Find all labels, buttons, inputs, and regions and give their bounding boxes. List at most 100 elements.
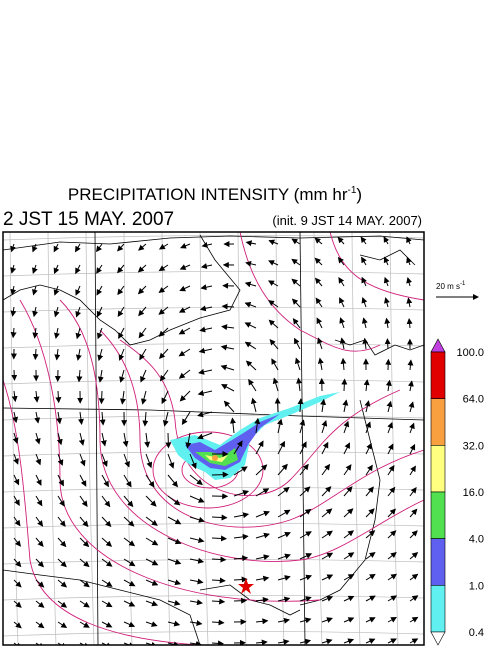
wind-arrow <box>277 399 278 412</box>
wind-arrow <box>410 531 417 538</box>
wind-arrow <box>36 412 38 423</box>
wind-arrow <box>342 338 344 349</box>
wind-arrow <box>249 380 256 391</box>
wind-arrow <box>102 538 111 546</box>
wind-arrow <box>80 559 89 567</box>
wind-arrow <box>410 574 418 580</box>
wind-arrow <box>222 347 234 349</box>
wind-arrow <box>76 265 80 273</box>
wind-arrow <box>269 320 278 328</box>
wind-arrow <box>316 298 322 307</box>
wind-arrow <box>14 475 19 485</box>
wind-arrow <box>344 553 354 559</box>
wind-arrow <box>97 286 102 295</box>
wind-arrow <box>139 265 146 272</box>
wind-arrow <box>246 283 256 286</box>
wind-arrow <box>13 307 14 316</box>
wind-arrow <box>410 381 412 391</box>
wind-arrow <box>300 576 311 580</box>
wind-arrow <box>12 244 15 251</box>
wind-arrow <box>168 433 169 448</box>
wind-arrow <box>58 559 66 567</box>
wind-arrow <box>366 553 375 559</box>
wind-arrow <box>300 532 311 538</box>
wind-arrow <box>362 258 366 266</box>
wind-arrow <box>278 510 290 517</box>
wind-arrow <box>322 618 332 622</box>
wind-arrow <box>58 538 66 546</box>
wind-arrow <box>344 596 354 601</box>
wind-arrow <box>410 639 417 643</box>
wind-arrow <box>212 622 224 623</box>
wind-arrow <box>182 412 190 424</box>
wind-arrow <box>168 496 180 505</box>
wind-arrow <box>388 553 396 559</box>
vector-key-text: 20 m s <box>436 282 460 291</box>
wind-arrow <box>190 517 204 521</box>
wind-arrow <box>159 328 168 336</box>
wind-arrow <box>278 488 289 497</box>
wind-arrow <box>256 556 269 559</box>
wind-arrow <box>33 244 36 252</box>
wind-arrow <box>36 538 43 546</box>
wind-arrow <box>278 533 290 538</box>
wind-arrow <box>190 580 203 582</box>
wind-arrow <box>300 619 311 622</box>
wind-arrow <box>256 642 267 643</box>
wind-arrow <box>247 242 256 244</box>
wind-arrow <box>34 307 36 316</box>
map-area <box>3 232 436 648</box>
wind-arrow <box>36 433 39 444</box>
wind-arrow <box>34 286 37 295</box>
wind-arrow <box>80 538 89 546</box>
wind-arrow <box>165 412 168 426</box>
wind-arrow <box>274 379 278 392</box>
wind-arrow <box>223 306 234 307</box>
wind-arrow <box>80 433 83 445</box>
wind-arrow <box>246 303 257 307</box>
colorbar-label: 1.0 <box>469 580 484 592</box>
wind-arrow <box>256 465 267 475</box>
wind-arrow <box>322 640 332 643</box>
wind-arrow <box>124 580 135 586</box>
wind-arrow <box>80 412 82 424</box>
isobars <box>3 232 424 645</box>
wind-arrow <box>181 244 190 248</box>
wind-arrow <box>344 531 353 538</box>
wind-arrow <box>80 517 88 526</box>
wind-arrow <box>80 475 86 486</box>
wind-arrow <box>365 339 366 349</box>
wind-arrow <box>168 538 181 543</box>
wind-arrow <box>190 496 204 502</box>
wind-arrow <box>159 286 168 292</box>
wind-arrow <box>278 555 290 559</box>
wind-arrow <box>13 328 14 337</box>
wind-arrow <box>102 433 105 446</box>
wind-arrow <box>57 349 58 360</box>
wind-arrow <box>102 496 110 506</box>
colorbar-segment <box>431 445 445 492</box>
title: PRECIPITATION INTENSITY (mm hr-1) <box>68 185 362 204</box>
wind-arrow <box>118 244 124 251</box>
wind-arrow <box>410 509 417 517</box>
wind-arrow <box>300 465 308 476</box>
wind-arrow <box>366 380 367 391</box>
wind-arrow <box>78 349 80 360</box>
wind-arrow <box>212 643 223 644</box>
wind-arrow <box>212 601 224 602</box>
wind-arrow <box>97 265 102 273</box>
wind-arrow <box>410 553 417 559</box>
wind-arrow <box>180 370 190 378</box>
wind-arrow <box>320 359 322 371</box>
wind-arrow <box>322 400 324 412</box>
wind-arrow <box>80 601 89 607</box>
parallel <box>3 631 424 636</box>
wind-arrow <box>101 391 102 403</box>
colorbar: 100.064.032.016.04.01.00.4 <box>431 339 484 645</box>
wind-arrow <box>77 328 80 338</box>
colorbar-label: 64.0 <box>463 394 484 406</box>
wind-arrow <box>278 641 289 643</box>
wind-arrow <box>102 601 112 607</box>
wind-arrow <box>160 244 168 249</box>
